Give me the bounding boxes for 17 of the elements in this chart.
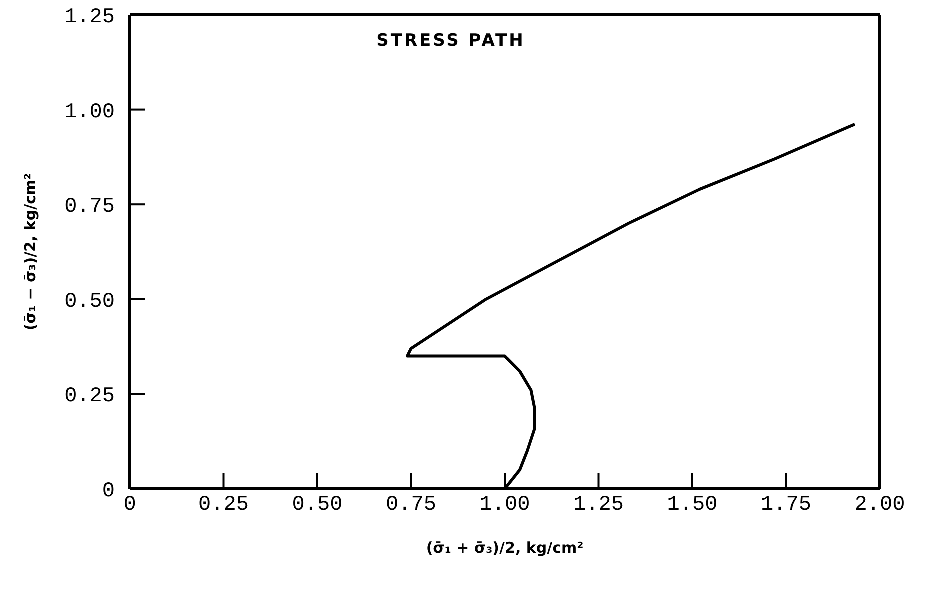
x-tick-label: 1.00 (480, 494, 530, 517)
x-axis-title: (σ̄₁ + σ̄₃)/2, kg/cm² (426, 539, 584, 557)
x-tick-label: 0 (124, 494, 136, 517)
x-tick-label: 0.50 (292, 494, 343, 517)
y-tick-label: 1.00 (64, 101, 115, 124)
x-tick-label: 0.25 (198, 494, 249, 517)
x-tick-label: 1.50 (667, 494, 718, 517)
x-tick-label: 1.25 (574, 494, 624, 517)
y-axis-title: (σ̄₁ − σ̄₃)/2, kg/cm² (21, 173, 40, 331)
y-tick-label: 0.50 (64, 290, 115, 314)
y-tick-label: 1.25 (64, 6, 115, 30)
y-tick-label: 0.25 (64, 386, 115, 409)
x-tick-label: 0.75 (386, 494, 436, 517)
x-tick-label: 2.00 (854, 494, 906, 517)
x-tick-label: 1.75 (761, 494, 812, 517)
text: STRESS PATH (376, 31, 526, 51)
y-tick-label: 0.75 (64, 196, 115, 220)
